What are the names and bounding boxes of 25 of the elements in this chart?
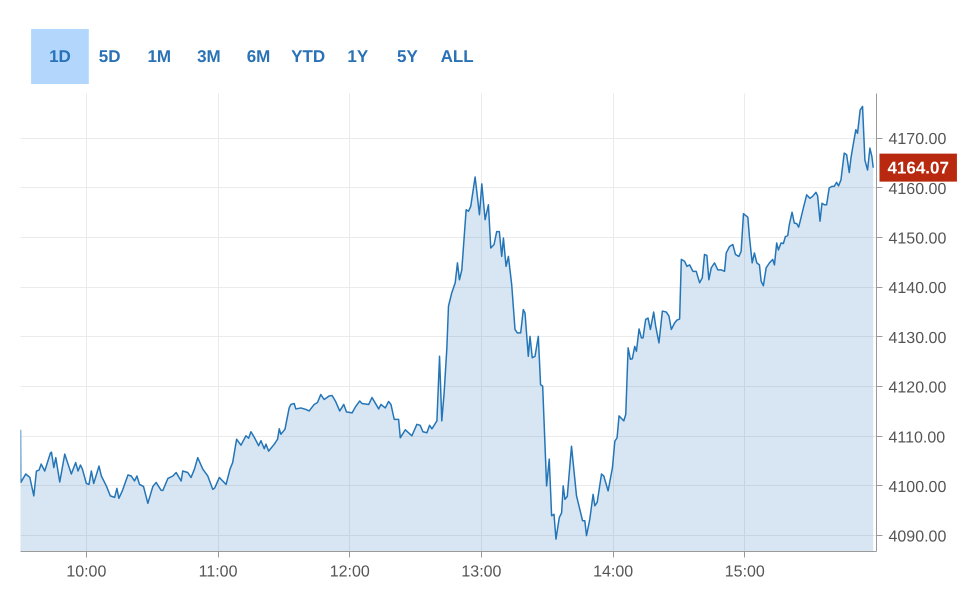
text: 1Y xyxy=(347,47,369,66)
y-tick-label: 4100.00 xyxy=(888,478,946,496)
x-tick-label: 14:00 xyxy=(593,564,634,580)
x-tick-label: 11:00 xyxy=(198,564,238,580)
x-tick-label: 13:00 xyxy=(461,564,502,580)
text: 1M xyxy=(147,47,172,66)
text: 6M xyxy=(246,47,270,66)
text: ALL xyxy=(440,47,474,66)
x-tick-label: 12:00 xyxy=(330,564,370,580)
text: 3M xyxy=(197,47,221,66)
y-tick-label: 4090.00 xyxy=(888,528,946,546)
y-tick-label: 4160.00 xyxy=(888,180,946,198)
text: 5D xyxy=(98,47,120,66)
text: YTD xyxy=(291,47,326,66)
y-tick-label: 4120.00 xyxy=(888,380,946,397)
y-tick-label: 4110.00 xyxy=(888,429,946,446)
text: 5Y xyxy=(397,47,419,66)
annotation: 4164.07 xyxy=(887,158,949,178)
x-tick-label: 10:00 xyxy=(66,564,106,580)
text: 1D xyxy=(49,47,71,66)
y-tick-label: 4150.00 xyxy=(888,230,946,248)
y-tick-label: 4140.00 xyxy=(888,280,946,298)
x-tick-label: 15:00 xyxy=(724,564,765,580)
y-tick-label: 4170.00 xyxy=(888,131,946,148)
y-tick-label: 4130.00 xyxy=(888,330,946,347)
